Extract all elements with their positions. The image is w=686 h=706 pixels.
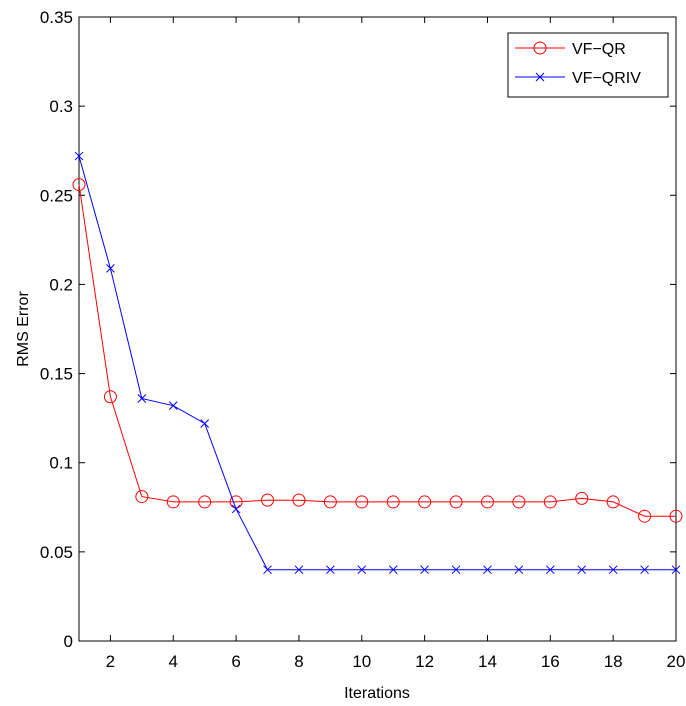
data-point: [323, 495, 337, 509]
data-point: [74, 151, 84, 161]
data-point: [231, 504, 241, 514]
series-2: [74, 151, 681, 575]
data-point: [640, 565, 649, 575]
data-point: [449, 495, 463, 509]
y-tick-label: 0.35: [40, 8, 73, 27]
series-line: [78, 155, 676, 571]
data-point: [388, 565, 398, 575]
y-axis: 0 0.05 0.1 0.15 0.2 0.25 0.3 0.35: [40, 8, 676, 651]
data-point: [357, 565, 367, 575]
y-tick-label: 0.3: [49, 97, 73, 116]
data-point: [543, 495, 557, 509]
y-tick-label: 0.2: [49, 275, 73, 294]
data-point: [263, 565, 272, 575]
data-point: [292, 493, 306, 507]
data-point: [166, 495, 180, 509]
series-line: [78, 184, 676, 517]
legend: VF−QR VF−QRIV: [507, 32, 669, 98]
series-layer: [72, 151, 683, 575]
data-point: [135, 490, 149, 504]
x-tick-label: 2: [106, 652, 115, 671]
x-tick-label: 4: [169, 652, 178, 671]
data-point: [326, 565, 335, 575]
legend-label: VF−QR: [572, 41, 626, 58]
data-point: [200, 419, 210, 428]
data-point: [545, 565, 555, 575]
data-point: [355, 495, 369, 509]
data-point: [577, 565, 587, 575]
data-point: [72, 178, 86, 192]
data-point: [483, 565, 492, 575]
x-tick-label: 18: [604, 652, 623, 671]
data-point: [638, 509, 652, 523]
x-tick-label: 14: [478, 652, 497, 671]
data-point: [137, 394, 147, 403]
y-axis-label: RMS Error: [15, 291, 32, 367]
legend-label: VF−QRIV: [572, 70, 641, 87]
data-point: [261, 493, 275, 507]
data-point: [451, 565, 461, 575]
x-tick-label: 8: [294, 652, 303, 671]
y-tick-label: 0: [64, 632, 73, 651]
data-point: [168, 401, 178, 411]
x-tick-label: 20: [667, 652, 686, 671]
data-point: [669, 509, 683, 523]
data-point: [480, 495, 494, 509]
x-tick-label: 16: [541, 652, 560, 671]
data-point: [606, 495, 620, 509]
data-point: [418, 495, 432, 509]
legend-marker: [535, 72, 545, 82]
data-point: [294, 565, 304, 575]
y-tick-label: 0.05: [40, 543, 73, 562]
x-tick-label: 6: [231, 652, 240, 671]
data-point: [198, 495, 212, 509]
legend-box: [507, 32, 669, 98]
x-axis-label: Iterations: [344, 685, 410, 702]
data-point: [608, 565, 618, 575]
y-tick-label: 0.1: [49, 454, 73, 473]
data-point: [103, 390, 117, 404]
data-point: [386, 495, 400, 509]
plot-area: [78, 16, 677, 642]
data-point: [575, 491, 589, 505]
x-tick-label: 10: [352, 652, 371, 671]
x-tick-label: 12: [415, 652, 434, 671]
data-point: [106, 264, 115, 273]
y-tick-label: 0.25: [40, 186, 73, 205]
legend-marker: [533, 41, 547, 55]
data-point: [512, 495, 526, 509]
x-axis: 2 4 6 8 10 12 14 16 18 20: [106, 17, 686, 671]
data-point: [671, 565, 681, 575]
data-point: [514, 565, 524, 575]
data-point: [420, 565, 429, 575]
y-tick-label: 0.15: [40, 365, 73, 384]
